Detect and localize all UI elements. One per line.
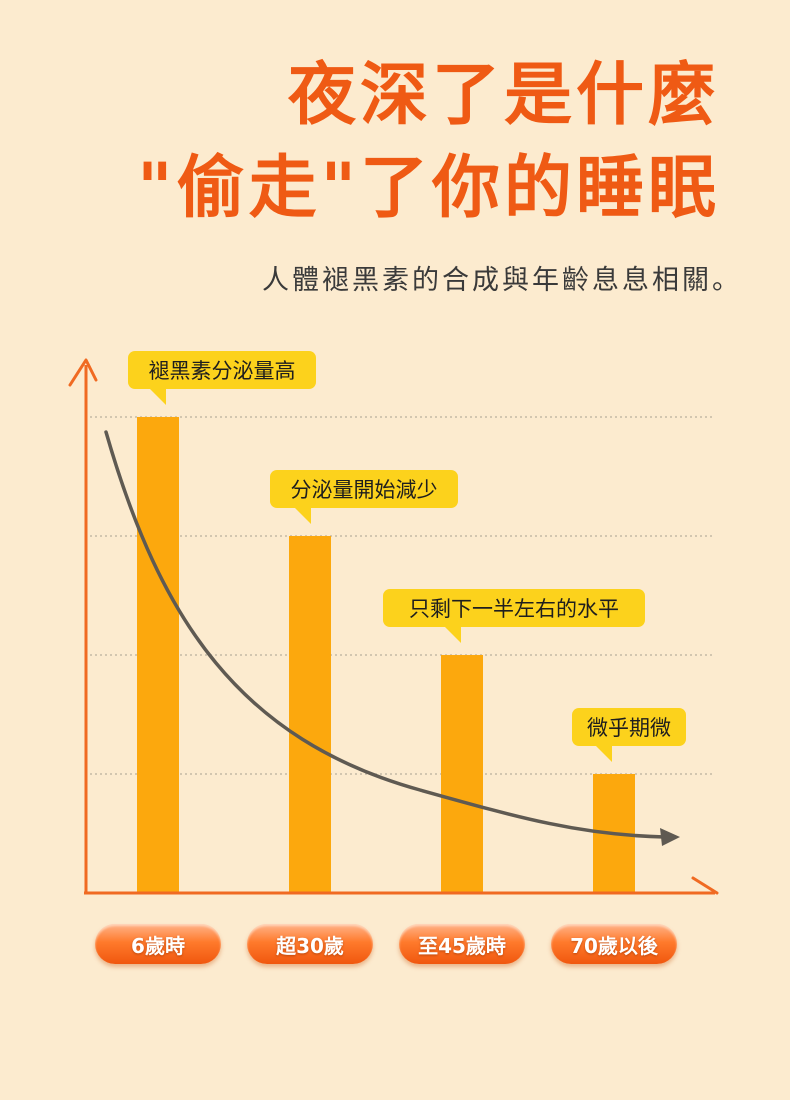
callout-box	[572, 708, 686, 746]
data-label: 分泌量開始減少	[291, 478, 438, 502]
bar	[137, 417, 179, 893]
y-axis-arrow	[68, 358, 98, 387]
subtitle: 人體褪黑素的合成與年齡息息相關。	[262, 265, 742, 296]
callout-pointer	[293, 506, 311, 524]
data-label: 微乎期微	[587, 716, 671, 740]
callout-pointer	[148, 387, 166, 405]
callout-box	[383, 589, 645, 627]
title-line-1: 夜深了是什麼	[287, 56, 720, 135]
trend-curve	[104, 430, 667, 839]
title-line-2: "偷走"了你的睡眠	[137, 149, 720, 228]
x-tick-label: 6歲時	[95, 924, 221, 964]
x-tick-label: 70歲以後	[551, 924, 677, 964]
bar	[289, 536, 331, 893]
data-label: 褪黑素分泌量高	[149, 359, 296, 383]
bar	[441, 655, 483, 893]
x-tick-label: 至45歲時	[399, 924, 525, 964]
trend-arrowhead	[660, 828, 680, 846]
callout-pointer	[594, 744, 612, 762]
callout-pointer	[443, 625, 461, 643]
data-label: 只剩下一半左右的水平	[409, 597, 619, 621]
x-tick-label: 超30歲	[247, 924, 373, 964]
callout-box	[128, 351, 316, 389]
x-axis-arrow	[691, 876, 719, 895]
callout-box	[270, 470, 458, 508]
